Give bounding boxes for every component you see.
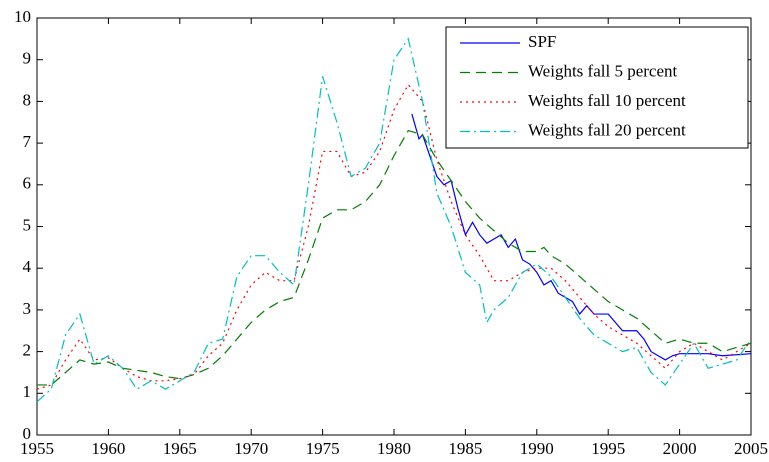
legend-box bbox=[445, 26, 749, 149]
y-tick-label: 5 bbox=[23, 215, 32, 234]
y-tick-label: 3 bbox=[23, 299, 32, 318]
y-tick-label: 6 bbox=[23, 174, 32, 193]
legend-label: SPF bbox=[528, 32, 556, 51]
x-tick-label: 2005 bbox=[734, 439, 768, 458]
x-tick-label: 1965 bbox=[163, 439, 197, 458]
series-line bbox=[36, 37, 752, 403]
x-tick-label: 1960 bbox=[91, 439, 125, 458]
x-tick-label: 1980 bbox=[377, 439, 411, 458]
x-tick-label: 1955 bbox=[20, 439, 54, 458]
y-tick-label: 10 bbox=[14, 7, 31, 26]
x-tick-label: 1990 bbox=[520, 439, 554, 458]
x-tick-label: 1985 bbox=[448, 439, 482, 458]
legend-label: Weights fall 10 percent bbox=[528, 91, 686, 110]
series-line bbox=[411, 113, 752, 361]
x-tick-label: 1975 bbox=[306, 439, 340, 458]
x-tick-label: 1995 bbox=[591, 439, 625, 458]
y-tick-label: 0 bbox=[23, 424, 32, 443]
y-tick-label: 9 bbox=[23, 49, 32, 68]
y-tick-label: 8 bbox=[23, 90, 32, 109]
y-tick-label: 4 bbox=[23, 257, 32, 276]
y-tick-label: 2 bbox=[23, 341, 32, 360]
y-tick-label: 7 bbox=[23, 132, 32, 151]
legend-label: Weights fall 20 percent bbox=[528, 120, 686, 139]
y-tick-label: 1 bbox=[23, 382, 32, 401]
x-tick-label: 2000 bbox=[663, 439, 697, 458]
x-tick-label: 1970 bbox=[234, 439, 268, 458]
series-line bbox=[37, 129, 752, 386]
series-line bbox=[36, 83, 752, 390]
legend-label: Weights fall 5 percent bbox=[528, 61, 677, 80]
